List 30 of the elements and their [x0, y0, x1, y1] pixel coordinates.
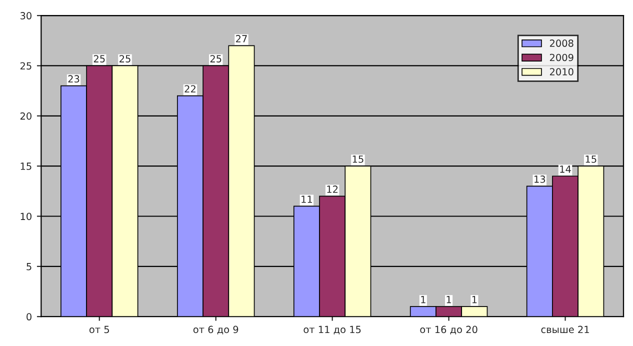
x-tick-label: свыше 21 — [541, 326, 589, 334]
legend-label: 2010 — [550, 68, 574, 76]
y-tick-label: 10 — [20, 212, 32, 220]
data-label: 15 — [586, 156, 596, 163]
data-label: 25 — [210, 55, 222, 62]
data-label: 1 — [472, 296, 477, 304]
legend-label: 2009 — [550, 54, 574, 62]
x-tick-label: от 11 до 15 — [304, 326, 361, 334]
data-label: 25 — [120, 55, 130, 62]
data-label: 23 — [68, 75, 80, 83]
data-label: 27 — [236, 35, 247, 42]
x-tick-label: от 5 — [89, 326, 109, 334]
legend-label: 2008 — [550, 40, 574, 47]
y-tick-label: 15 — [20, 162, 32, 170]
data-label: 12 — [327, 186, 338, 193]
y-tick-label: 20 — [20, 112, 32, 120]
y-tick-label: 25 — [20, 62, 32, 70]
x-tick-label: от 16 до 20 — [420, 326, 478, 334]
data-label: 14 — [560, 166, 571, 173]
data-label: 1 — [421, 296, 426, 304]
data-label: 13 — [534, 176, 546, 183]
x-tick-label: от 6 до 9 — [193, 326, 238, 334]
data-label: 22 — [184, 85, 196, 92]
y-tick-label: 0 — [26, 313, 32, 320]
y-tick-label: 5 — [26, 263, 32, 270]
data-label: 11 — [302, 196, 312, 203]
data-label: 25 — [94, 55, 105, 62]
data-label: 15 — [352, 156, 364, 163]
data-label: 1 — [446, 296, 451, 304]
y-tick-label: 30 — [20, 12, 32, 20]
